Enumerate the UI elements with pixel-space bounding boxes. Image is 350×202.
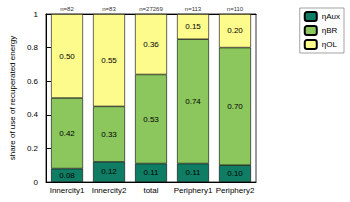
svg-text:Innercity1: Innercity1 bbox=[50, 186, 85, 195]
svg-text:n=83: n=83 bbox=[102, 6, 116, 12]
svg-text:total: total bbox=[143, 186, 158, 195]
svg-text:0.6: 0.6 bbox=[27, 77, 39, 86]
svg-text:0: 0 bbox=[34, 178, 39, 187]
svg-text:n=27269: n=27269 bbox=[139, 6, 163, 12]
svg-text:0.70: 0.70 bbox=[227, 102, 243, 111]
svg-text:Periphery1: Periphery1 bbox=[174, 186, 213, 195]
svg-text:n=110: n=110 bbox=[227, 6, 244, 12]
svg-text:0.33: 0.33 bbox=[101, 130, 117, 139]
svg-text:1: 1 bbox=[34, 10, 39, 19]
svg-text:Periphery2: Periphery2 bbox=[216, 186, 255, 195]
svg-text:n=82: n=82 bbox=[60, 6, 74, 12]
svg-text:0.12: 0.12 bbox=[101, 167, 117, 176]
svg-text:ηBR: ηBR bbox=[322, 26, 338, 35]
svg-text:0.8: 0.8 bbox=[27, 43, 39, 52]
svg-text:0.42: 0.42 bbox=[59, 129, 75, 138]
svg-text:0.11: 0.11 bbox=[186, 168, 202, 177]
svg-text:0.15: 0.15 bbox=[185, 22, 201, 31]
svg-text:0.20: 0.20 bbox=[227, 26, 243, 35]
svg-text:ηOL: ηOL bbox=[322, 40, 338, 49]
svg-text:n=113: n=113 bbox=[185, 6, 202, 12]
svg-text:0.08: 0.08 bbox=[59, 171, 75, 180]
svg-text:0.55: 0.55 bbox=[101, 56, 117, 65]
svg-text:0.11: 0.11 bbox=[144, 168, 160, 177]
svg-text:0.53: 0.53 bbox=[143, 115, 159, 124]
svg-text:0.2: 0.2 bbox=[27, 144, 39, 153]
svg-text:0.4: 0.4 bbox=[27, 110, 39, 119]
svg-text:0.10: 0.10 bbox=[227, 169, 243, 178]
svg-text:share of use of recuperated en: share of use of recuperated energy bbox=[8, 36, 17, 161]
svg-text:ηAux: ηAux bbox=[322, 12, 340, 21]
svg-text:0.36: 0.36 bbox=[143, 40, 159, 49]
svg-text:0.74: 0.74 bbox=[185, 97, 201, 106]
svg-text:0.50: 0.50 bbox=[59, 52, 75, 61]
svg-text:Innercity2: Innercity2 bbox=[92, 186, 127, 195]
